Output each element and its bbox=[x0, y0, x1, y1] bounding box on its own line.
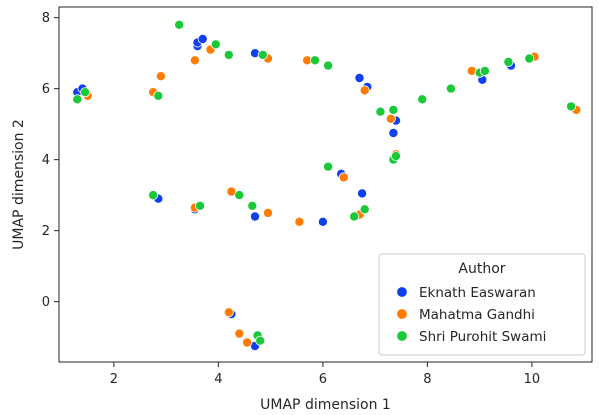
legend-label: Eknath Easwaran bbox=[419, 285, 536, 301]
data-point bbox=[153, 90, 164, 101]
legend-label: Shri Purohit Swami bbox=[419, 329, 546, 345]
data-point bbox=[197, 34, 208, 45]
data-point bbox=[417, 94, 428, 105]
data-point bbox=[223, 49, 234, 60]
y-tick-label: 8 bbox=[42, 11, 50, 26]
x-tick-label: 8 bbox=[423, 372, 431, 387]
data-point bbox=[257, 49, 268, 60]
data-point bbox=[223, 307, 234, 318]
data-point bbox=[309, 55, 320, 66]
x-axis-ticks: 2 4 6 8 10 bbox=[110, 362, 540, 387]
y-tick-label: 0 bbox=[42, 295, 50, 310]
y-tick-label: 4 bbox=[42, 153, 50, 168]
series-1 bbox=[72, 34, 516, 351]
data-point bbox=[255, 335, 266, 346]
x-tick-label: 6 bbox=[319, 372, 327, 387]
data-point bbox=[388, 104, 399, 115]
data-point bbox=[357, 188, 368, 199]
data-point bbox=[323, 161, 334, 172]
data-point bbox=[262, 207, 273, 218]
data-point bbox=[524, 53, 535, 64]
legend-box bbox=[378, 253, 586, 356]
data-point bbox=[174, 19, 185, 30]
data-point bbox=[249, 211, 260, 222]
data-point bbox=[242, 337, 253, 348]
data-point bbox=[359, 85, 370, 96]
data-point bbox=[503, 57, 514, 68]
legend-marker bbox=[396, 330, 408, 342]
data-point bbox=[445, 83, 456, 94]
data-point bbox=[323, 60, 334, 71]
data-point bbox=[385, 113, 396, 124]
legend-marker bbox=[396, 308, 408, 320]
legend-title: Author bbox=[458, 261, 505, 277]
data-point bbox=[338, 172, 349, 183]
data-point bbox=[349, 211, 360, 222]
data-point bbox=[247, 200, 258, 211]
y-axis-label: UMAP dimension 2 bbox=[11, 119, 27, 250]
data-point bbox=[72, 94, 83, 105]
data-point bbox=[80, 87, 91, 98]
legend-marker bbox=[396, 286, 408, 298]
axes-frame bbox=[58, 6, 593, 363]
series-2 bbox=[82, 44, 582, 348]
data-point bbox=[375, 106, 386, 117]
data-point bbox=[210, 39, 221, 50]
data-point bbox=[155, 71, 166, 82]
data-point bbox=[189, 55, 200, 66]
data-point bbox=[148, 190, 159, 201]
data-point bbox=[234, 328, 245, 339]
data-point bbox=[234, 190, 245, 201]
series-3 bbox=[72, 19, 577, 346]
data-point bbox=[317, 216, 328, 227]
data-point bbox=[479, 65, 490, 76]
legend-item: Eknath Easwaran bbox=[396, 285, 536, 301]
legend-item: Shri Purohit Swami bbox=[396, 329, 546, 345]
x-tick-label: 10 bbox=[524, 372, 541, 387]
y-tick-label: 2 bbox=[42, 224, 50, 239]
legend: Author Eknath Easwaran Mahatma Gandhi Shri… bbox=[378, 253, 586, 356]
x-tick-label: 2 bbox=[110, 372, 118, 387]
data-point bbox=[388, 127, 399, 138]
data-point bbox=[359, 204, 370, 215]
data-point bbox=[195, 200, 206, 211]
data-point bbox=[354, 73, 365, 84]
legend-label: Mahatma Gandhi bbox=[419, 307, 535, 323]
legend-item: Mahatma Gandhi bbox=[396, 307, 535, 323]
y-axis-ticks: 0 2 4 6 8 bbox=[42, 11, 59, 310]
data-point bbox=[566, 101, 577, 112]
points-layer bbox=[72, 19, 582, 351]
legend-items: Eknath Easwaran Mahatma Gandhi Shri Purohi… bbox=[396, 285, 546, 345]
data-point bbox=[390, 151, 401, 162]
x-tick-label: 4 bbox=[214, 372, 222, 387]
y-tick-label: 6 bbox=[42, 82, 50, 97]
data-point bbox=[294, 216, 305, 227]
x-axis-label: UMAP dimension 1 bbox=[260, 397, 391, 413]
